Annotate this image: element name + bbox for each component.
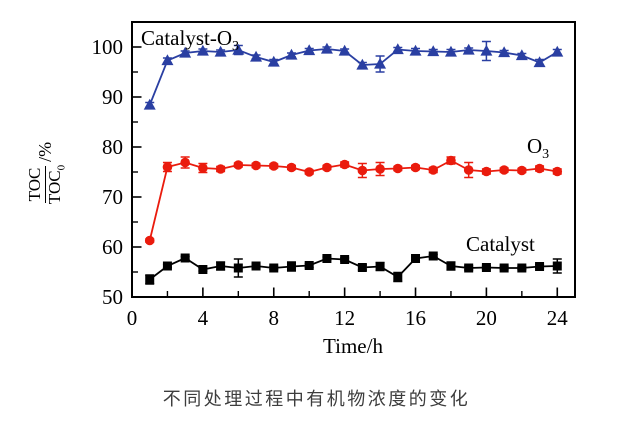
x-axis-title: Time/h <box>323 334 383 358</box>
svg-text:80: 80 <box>102 135 123 159</box>
chart-canvas: 0 4 8 12 16 20 24 50 60 70 80 90 100 Time/h <box>92 21 576 358</box>
y-axis-title: TOC TOC0 /% <box>23 104 67 242</box>
y-axis-unit: /% <box>34 141 55 162</box>
svg-text:90: 90 <box>102 85 123 109</box>
fraction-numerator: TOC <box>25 165 46 204</box>
svg-text:60: 60 <box>102 235 123 259</box>
fraction-denominator: TOC0 <box>44 164 67 205</box>
toc-fraction: TOC TOC0 <box>25 164 67 205</box>
svg-text:4: 4 <box>198 306 209 330</box>
series-label-o3: O3 <box>527 134 550 163</box>
svg-text:20: 20 <box>476 306 497 330</box>
svg-text:0: 0 <box>127 306 138 330</box>
svg-text:70: 70 <box>102 185 123 209</box>
figure-caption: 不同处理过程中有机物浓度的变化 <box>162 389 471 409</box>
svg-text:24: 24 <box>547 306 569 330</box>
series-label-catalyst-o3: Catalyst-O3 <box>141 26 239 55</box>
plot-area: 0 4 8 12 16 20 24 50 60 70 80 90 100 <box>92 21 576 330</box>
series-label-catalyst: Catalyst <box>466 232 535 256</box>
svg-text:100: 100 <box>92 35 124 59</box>
figure: 0 4 8 12 16 20 24 50 60 70 80 90 100 Time/h TOC TOC0… <box>23 21 576 358</box>
svg-text:50: 50 <box>102 285 123 309</box>
svg-text:12: 12 <box>334 306 355 330</box>
svg-text:8: 8 <box>269 306 280 330</box>
svg-text:16: 16 <box>405 306 426 330</box>
